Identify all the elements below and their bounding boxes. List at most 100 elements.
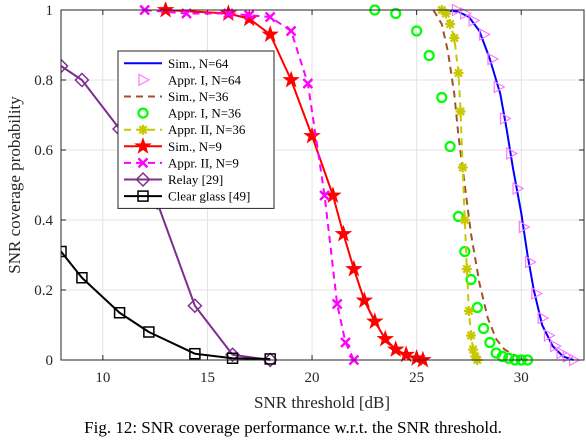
data-point	[226, 352, 239, 364]
data-point	[543, 328, 556, 343]
legend-item: Sim., N=64	[124, 56, 229, 71]
data-point	[331, 298, 343, 310]
x-tick-label: 15	[200, 370, 215, 386]
data-point	[468, 13, 481, 28]
series-layer	[61, 2, 581, 368]
y-tick-label: 1	[46, 3, 54, 19]
data-point	[471, 301, 483, 314]
data-point	[452, 210, 465, 223]
data-point	[156, 2, 175, 18]
data-point	[282, 70, 300, 88]
data-point	[503, 352, 515, 364]
y-tick-label: 0.2	[34, 283, 53, 299]
y-tick-label: 0.8	[34, 73, 53, 89]
legend-item: Relay [29]	[124, 171, 223, 188]
data-point	[113, 307, 126, 319]
data-point	[264, 11, 276, 23]
legend-swatch-marker	[138, 73, 151, 87]
x-axis-label: SNR threshold [dB]	[254, 393, 390, 412]
data-point	[61, 245, 67, 258]
data-point	[556, 346, 569, 360]
legend-swatch-marker	[134, 137, 152, 154]
data-point	[243, 9, 255, 21]
data-point	[334, 224, 353, 242]
data-point	[397, 345, 415, 363]
series-sim-n-9	[156, 2, 432, 368]
coverage-chart: 10 15 20 25 30 0 0.2 0.4 0.6 0.8 1 SNR threshold […	[5, 2, 585, 412]
data-point	[355, 291, 374, 308]
data-point	[411, 25, 423, 37]
data-point	[189, 347, 201, 360]
series-clear-glass-49	[61, 245, 276, 365]
data-point	[466, 330, 477, 341]
data-point	[487, 52, 500, 66]
legend-label: Sim., N=9	[168, 139, 222, 154]
data-point	[459, 215, 470, 225]
data-point	[76, 272, 88, 284]
data-point	[319, 190, 330, 201]
legend-label: Appr. II, N=9	[168, 155, 239, 170]
data-point	[414, 350, 432, 368]
data-point	[345, 259, 363, 277]
data-point	[444, 140, 456, 153]
series-line	[432, 9, 528, 361]
data-point	[460, 6, 473, 21]
y-tick-label: 0.4	[34, 213, 53, 229]
x-tick-label: 30	[514, 370, 529, 386]
data-point	[484, 336, 496, 349]
data-point	[461, 264, 472, 274]
data-point	[477, 322, 490, 335]
tick-labels: 10 15 20 25 30 0 0.2 0.4 0.6 0.8 1	[34, 3, 528, 386]
data-point	[531, 286, 544, 301]
legend-swatch-marker	[135, 171, 151, 188]
legend-item: Appr. II, N=36	[124, 122, 246, 137]
data-point	[436, 91, 448, 104]
series-line	[61, 250, 271, 360]
legend-item: Appr. II, N=9	[124, 155, 239, 170]
data-point	[302, 78, 314, 89]
data-point	[518, 220, 531, 234]
data-point	[478, 27, 491, 42]
data-point	[457, 162, 468, 173]
data-point	[449, 33, 460, 43]
legend-item: Sim., N=36	[124, 89, 229, 104]
figure-caption: Fig. 12: SNR coverage performance w.r.t.…	[84, 418, 502, 437]
data-point	[506, 146, 519, 161]
x-tick-label: 10	[95, 370, 110, 386]
legend-item: Clear glass [49]	[124, 189, 250, 204]
legend-label: Sim., N=64	[168, 56, 229, 71]
data-point	[143, 326, 155, 338]
data-point	[537, 311, 550, 325]
data-point	[493, 80, 506, 94]
legend-item: Appr. I, N=36	[137, 106, 242, 121]
legend-item: Appr. I, N=64	[138, 72, 242, 87]
series-appr-i-n-64	[451, 3, 581, 367]
legend-item: Sim., N=9	[124, 137, 222, 154]
data-point	[455, 106, 466, 117]
data-point	[74, 72, 90, 88]
data-point	[303, 126, 321, 144]
legend-label: Appr. I, N=64	[168, 72, 242, 87]
x-tick-label: 20	[305, 370, 320, 386]
data-point	[440, 8, 451, 19]
legend-label: Relay [29]	[168, 172, 223, 187]
data-point	[61, 58, 69, 74]
data-point	[423, 49, 435, 62]
data-point	[187, 298, 203, 314]
legend-swatch-marker	[137, 190, 149, 202]
y-axis-label: SNR coverage probability	[5, 96, 24, 274]
legend-label: Sim., N=36	[168, 89, 229, 104]
data-point	[261, 25, 279, 42]
series-sim-n-36	[432, 9, 528, 361]
data-point	[264, 353, 276, 365]
data-point	[340, 337, 351, 348]
data-point	[499, 111, 512, 126]
data-point	[390, 7, 402, 20]
data-point	[512, 181, 525, 196]
data-point	[459, 245, 471, 258]
legend-swatch-marker	[138, 124, 148, 135]
data-point	[453, 68, 464, 78]
y-tick-label: 0.6	[34, 143, 53, 159]
data-point	[525, 255, 537, 269]
